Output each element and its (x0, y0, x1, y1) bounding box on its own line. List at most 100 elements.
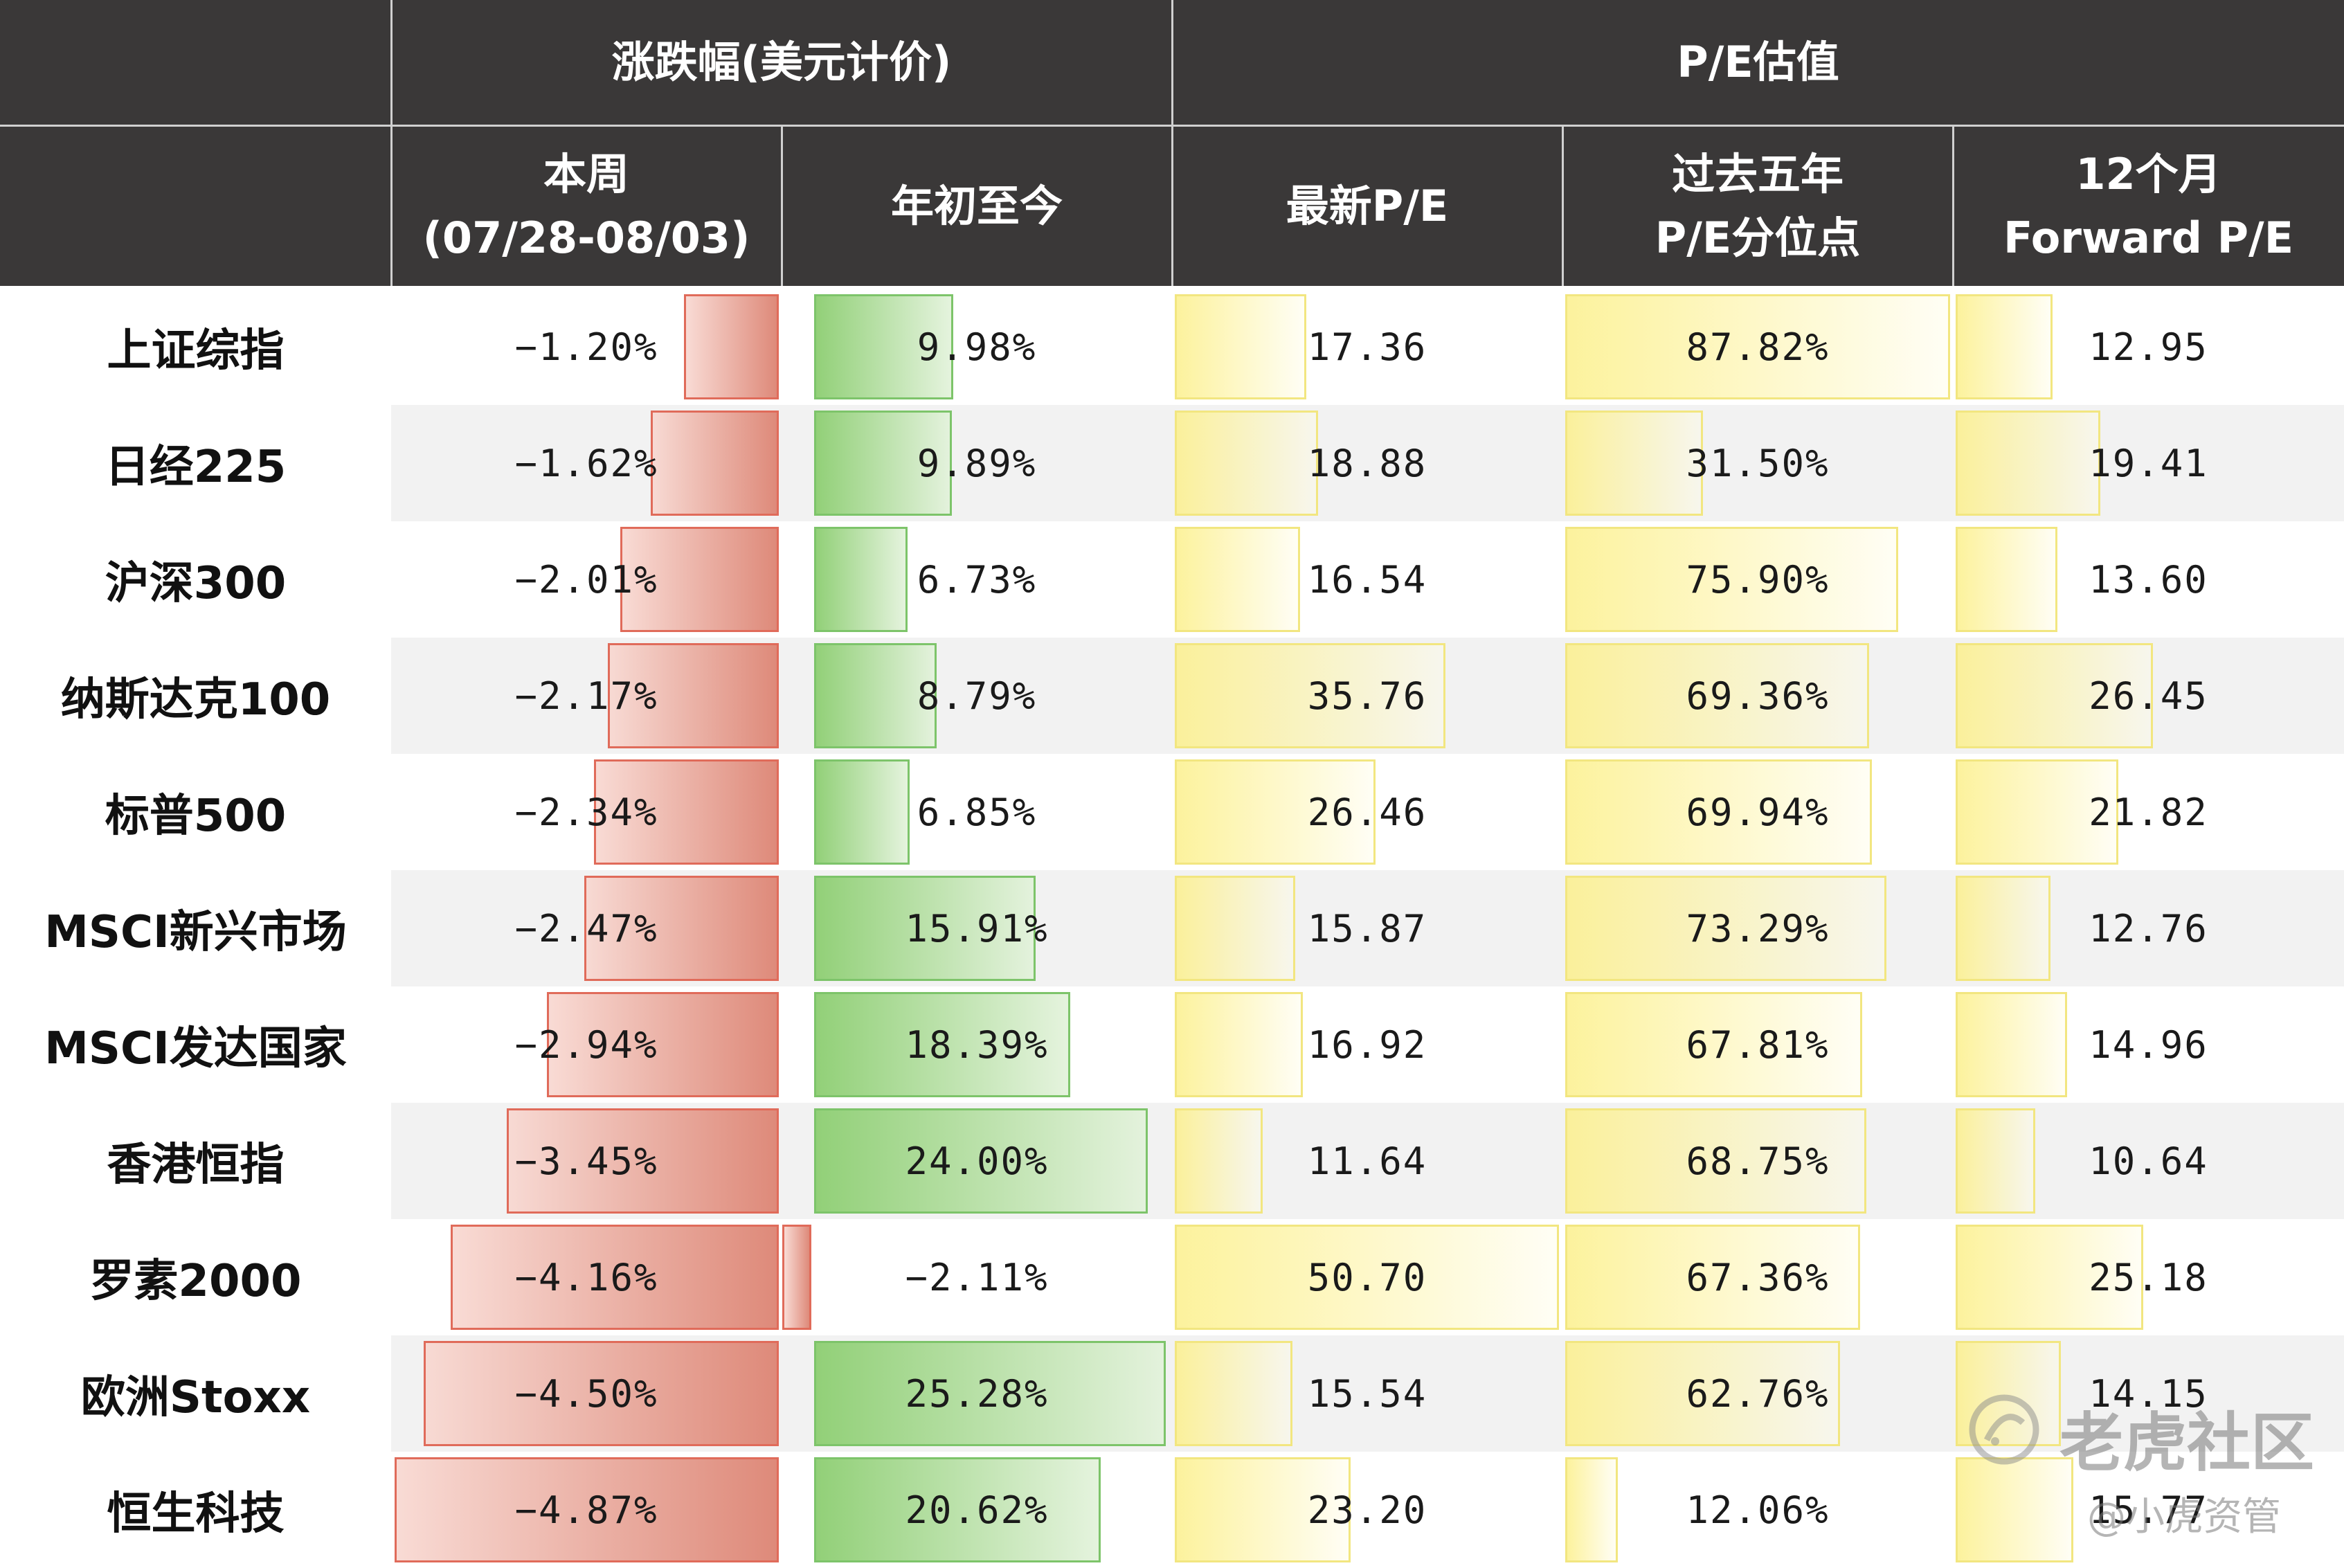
latest-pe-value: 17.36 (1307, 325, 1427, 369)
forward-pe-value: 12.95 (2089, 325, 2208, 369)
week-change-value: −2.94% (514, 1022, 658, 1067)
index-name: 罗素2000 (89, 1256, 302, 1307)
latest-pe-bar (1175, 294, 1307, 399)
tiger-logo-icon (1969, 1394, 2039, 1465)
pe-percentile-value: 73.29% (1686, 906, 1830, 950)
ytd-change-bar (814, 411, 952, 516)
latest-pe-value: 16.54 (1307, 557, 1427, 602)
table-row: 标普500 −2.34% 6.85% 26.46 69.94% 21.82 (0, 754, 2344, 870)
ytd-change-value: 18.39% (905, 1022, 1049, 1067)
week-change-value: −4.16% (514, 1255, 658, 1299)
forward-pe-bar (1956, 294, 2053, 399)
week-change-bar (395, 1457, 779, 1562)
pe-percentile-bar (1565, 759, 1872, 865)
index-name: 日经225 (105, 442, 287, 493)
header-col-week-line1: 本周 (543, 149, 629, 199)
ytd-change-bar (814, 527, 908, 632)
latest-pe-value: 11.64 (1307, 1139, 1427, 1183)
latest-pe-bar (1175, 992, 1304, 1097)
header-group-pe: P/E估值 (1172, 0, 2344, 125)
latest-pe-bar (1175, 411, 1318, 516)
header-corner (0, 0, 391, 125)
watermark-account: @小虎资管 (2087, 1495, 2281, 1540)
index-name: 上证综指 (107, 325, 285, 377)
forward-pe-value: 21.82 (2089, 790, 2208, 834)
latest-pe-bar (1175, 1225, 1559, 1330)
ytd-change-value: 15.91% (905, 906, 1049, 950)
header-divider (1171, 0, 1173, 125)
latest-pe-value: 23.20 (1307, 1488, 1427, 1532)
forward-pe-value: 14.96 (2089, 1022, 2208, 1067)
pe-percentile-value: 12.06% (1686, 1488, 1830, 1532)
ytd-change-value: 9.98% (917, 325, 1037, 369)
header-divider (781, 127, 783, 286)
latest-pe-bar (1175, 759, 1376, 865)
header-col-latest-pe: 最新P/E (1172, 127, 1562, 286)
week-change-bar (450, 1225, 779, 1330)
week-change-value: −2.17% (514, 674, 658, 718)
index-name: MSCI发达国家 (44, 1023, 347, 1074)
pe-percentile-value: 69.36% (1686, 674, 1830, 718)
header-divider (1562, 127, 1564, 286)
forward-pe-bar (1956, 759, 2119, 865)
pe-percentile-value: 87.82% (1686, 325, 1830, 369)
index-name: 欧洲Stoxx (80, 1372, 311, 1423)
latest-pe-bar (1175, 643, 1446, 748)
pe-percentile-value: 75.90% (1686, 557, 1830, 602)
table-row: 恒生科技 −4.87% 20.62% 23.20 12.06% 15.77 (0, 1452, 2344, 1568)
pe-percentile-bar (1565, 294, 1950, 399)
pe-percentile-value: 62.76% (1686, 1371, 1830, 1416)
header-divider (1952, 127, 1954, 286)
pe-percentile-bar (1565, 1457, 1619, 1562)
week-change-bar (506, 1108, 779, 1214)
table-row: MSCI新兴市场 −2.47% 15.91% 15.87 73.29% 12.76 (0, 870, 2344, 986)
week-change-value: −4.87% (514, 1488, 658, 1532)
latest-pe-bar (1175, 1108, 1263, 1214)
header-col-forward-pe-line1: 12个月 (2075, 149, 2221, 199)
pe-percentile-value: 68.75% (1686, 1139, 1830, 1183)
week-change-value: −2.47% (514, 906, 658, 950)
week-change-bar (424, 1341, 779, 1446)
ytd-change-value: 8.79% (917, 674, 1037, 718)
index-name: 纳斯达克100 (60, 674, 331, 726)
ytd-change-value: 25.28% (905, 1371, 1049, 1416)
week-change-bar (584, 876, 779, 981)
week-change-value: −2.01% (514, 557, 658, 602)
ytd-change-value: 6.85% (917, 790, 1037, 834)
header-group-change-label: 涨跌幅(美元计价) (611, 37, 952, 87)
forward-pe-bar (1956, 992, 2068, 1097)
pe-percentile-bar (1565, 411, 1704, 516)
table-row: 欧洲Stoxx −4.50% 25.28% 15.54 62.76% 14.15 (0, 1335, 2344, 1452)
forward-pe-bar (1956, 1108, 2035, 1214)
header-group-change: 涨跌幅(美元计价) (391, 0, 1172, 125)
week-change-bar (684, 294, 779, 399)
forward-pe-value: 14.15 (2089, 1371, 2208, 1416)
header-group-pe-label: P/E估值 (1677, 37, 1839, 87)
ytd-change-value: 6.73% (917, 557, 1037, 602)
header-col-ytd-label: 年初至今 (890, 181, 1063, 231)
table-row: 沪深300 −2.01% 6.73% 16.54 75.90% 13.60 (0, 521, 2344, 638)
header-group-row: 涨跌幅(美元计价) P/E估值 (0, 0, 2344, 125)
header-col-latest-pe-label: 最新P/E (1286, 181, 1449, 231)
ytd-change-bar (814, 1108, 1148, 1214)
latest-pe-value: 50.70 (1307, 1255, 1427, 1299)
week-change-value: −1.20% (514, 325, 658, 369)
ytd-change-bar (782, 1225, 811, 1330)
ytd-change-value: 9.89% (917, 441, 1037, 485)
week-change-bar (651, 411, 779, 516)
pe-percentile-value: 69.94% (1686, 790, 1830, 834)
header-divider (390, 127, 393, 286)
latest-pe-value: 35.76 (1307, 674, 1427, 718)
table-row: 纳斯达克100 −2.17% 8.79% 35.76 69.36% 26.45 (0, 638, 2344, 754)
week-change-value: −4.50% (514, 1371, 658, 1416)
pe-percentile-bar (1565, 1225, 1861, 1330)
latest-pe-value: 15.54 (1307, 1371, 1427, 1416)
pe-percentile-bar (1565, 992, 1863, 1097)
table-row: 罗素2000 −4.16% −2.11% 50.70 67.36% 25.18 (0, 1219, 2344, 1335)
latest-pe-bar (1175, 1341, 1293, 1446)
latest-pe-bar (1175, 527, 1301, 632)
ytd-change-bar (814, 643, 937, 748)
index-name: 恒生科技 (107, 1488, 285, 1540)
ytd-change-value: 24.00% (905, 1139, 1049, 1183)
